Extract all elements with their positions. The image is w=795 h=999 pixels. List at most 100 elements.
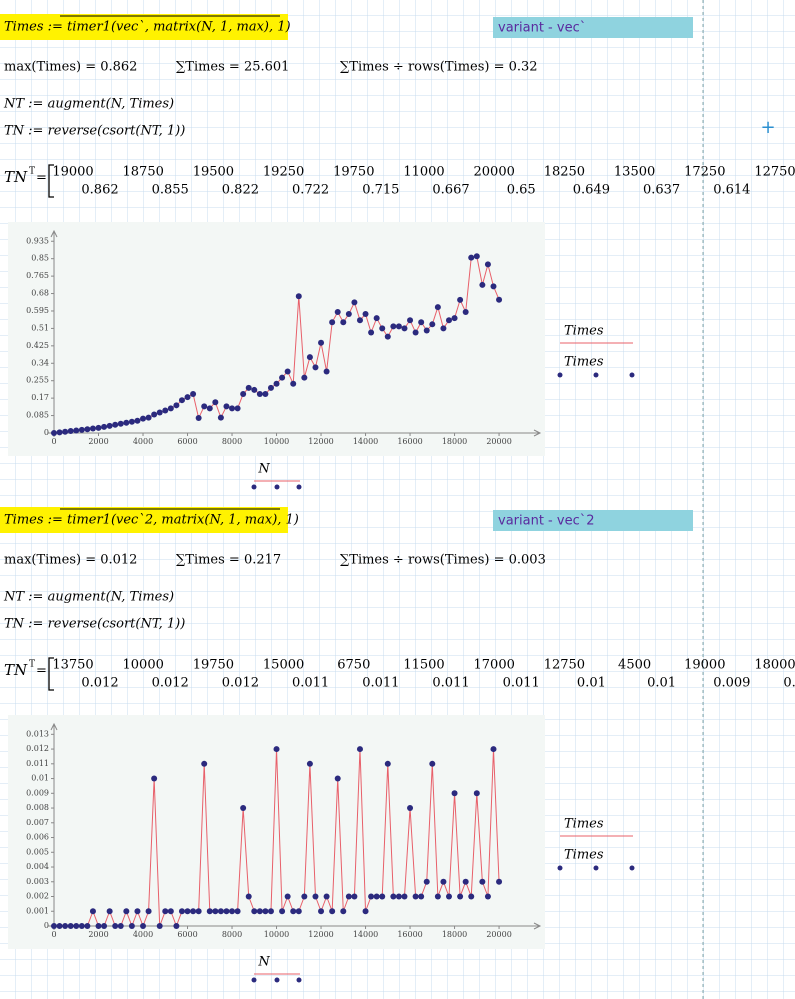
- matrix-cell: 19000: [52, 165, 93, 180]
- data-point: [334, 309, 341, 316]
- x-axis-label: N: [257, 955, 270, 970]
- result: ∑Times ÷ rows(Times) = 0.003: [340, 553, 546, 568]
- legend-marker: [557, 865, 563, 871]
- data-point: [457, 296, 464, 303]
- matrix-cell: 19250: [263, 165, 304, 180]
- data-point: [84, 426, 91, 433]
- data-point: [418, 893, 425, 900]
- data-point: [484, 261, 491, 268]
- matrix-cell: 19750: [333, 165, 374, 180]
- y-tick-label: 0: [44, 921, 49, 930]
- data-point: [206, 405, 213, 412]
- data-point: [67, 427, 74, 434]
- matrix-cell: 17250: [684, 165, 725, 180]
- definition-line: TN := reverse(csort(NT, 1)): [4, 124, 185, 139]
- data-point: [484, 893, 491, 900]
- data-point: [56, 923, 63, 929]
- data-point: [217, 414, 224, 421]
- matrix-name: TN: [4, 168, 28, 186]
- matrix-cell: 19750: [193, 658, 234, 673]
- data-point: [384, 760, 391, 767]
- matrix-cell: 19500: [193, 165, 234, 180]
- matrix-cell: 4500: [618, 658, 651, 673]
- x-tick-label: 4000: [133, 930, 153, 939]
- y-tick-label: 0.007: [26, 818, 49, 827]
- legend-label: Times: [564, 817, 604, 832]
- legend-marker: [629, 372, 635, 378]
- data-point: [462, 309, 469, 316]
- matrix-cell: 0.012: [81, 676, 118, 691]
- data-point: [151, 775, 158, 782]
- data-point: [51, 923, 58, 929]
- result: ∑Times = 25.601: [176, 60, 289, 75]
- matrix-cell: 17000: [474, 658, 515, 673]
- y-tick-label: 0.006: [26, 833, 49, 842]
- data-point: [340, 319, 347, 326]
- y-tick-label: 0.013: [26, 729, 49, 738]
- y-tick-label: 0: [44, 428, 49, 437]
- data-point: [407, 317, 414, 324]
- x-legend-marker: [296, 484, 302, 490]
- data-point: [345, 893, 352, 900]
- x-legend-marker: [296, 977, 302, 983]
- x-tick-label: 6000: [177, 930, 197, 939]
- x-tick-label: 18000: [442, 930, 467, 939]
- data-point: [56, 429, 63, 436]
- matrix-sup: T: [29, 167, 35, 177]
- x-tick-label: 0: [51, 930, 56, 939]
- data-point: [451, 790, 458, 797]
- data-point: [440, 878, 447, 885]
- variant-label: variant - vec`2: [498, 514, 594, 529]
- matrix-cell: 0.65: [507, 183, 536, 198]
- data-point: [140, 415, 147, 422]
- x-tick-label: 0: [51, 437, 56, 446]
- data-point: [284, 893, 291, 900]
- data-point: [490, 746, 497, 753]
- data-point: [384, 333, 391, 340]
- y-tick-label: 0.085: [26, 411, 49, 420]
- data-point: [445, 893, 452, 900]
- legend-marker: [629, 865, 635, 871]
- data-point: [373, 315, 380, 322]
- data-point: [162, 407, 169, 414]
- data-point: [262, 908, 269, 915]
- data-point: [279, 908, 286, 915]
- data-point: [140, 923, 147, 929]
- data-point: [167, 908, 174, 915]
- data-point: [362, 908, 369, 915]
- data-point: [312, 893, 319, 900]
- data-point: [201, 760, 208, 767]
- data-point: [379, 893, 386, 900]
- matrix-cell: 20000: [474, 165, 515, 180]
- x-tick-label: 8000: [222, 930, 242, 939]
- y-tick-label: 0.85: [31, 254, 49, 263]
- data-point: [134, 908, 141, 915]
- data-point: [245, 893, 252, 900]
- data-point: [51, 430, 58, 436]
- definition-line: TN := reverse(csort(NT, 1)): [4, 617, 185, 632]
- data-point: [101, 923, 108, 929]
- variant-box: [493, 510, 693, 531]
- x-legend-marker: [251, 977, 257, 983]
- data-point: [351, 299, 358, 306]
- x-axis: [48, 429, 542, 437]
- matrix-cell: 0.01: [577, 676, 606, 691]
- data-point: [273, 380, 280, 387]
- data-point: [229, 908, 236, 915]
- data-point: [117, 420, 124, 427]
- matrix-cell: 0.011: [432, 676, 469, 691]
- x-tick-label: 16000: [397, 930, 422, 939]
- x-tick-label: 14000: [353, 930, 378, 939]
- data-point: [156, 923, 163, 929]
- matrix-cell: 0.011: [362, 676, 399, 691]
- data-point: [190, 391, 197, 398]
- result: max(Times) = 0.862: [4, 60, 137, 75]
- x-axis-label: N: [257, 462, 270, 477]
- x-legend-marker: [274, 977, 280, 983]
- data-point: [356, 746, 363, 753]
- matrix-cell: 11000: [403, 165, 444, 180]
- data-point: [290, 908, 297, 915]
- matrix-cell: 0.822: [222, 183, 259, 198]
- data-point: [223, 403, 230, 410]
- data-point: [479, 281, 486, 288]
